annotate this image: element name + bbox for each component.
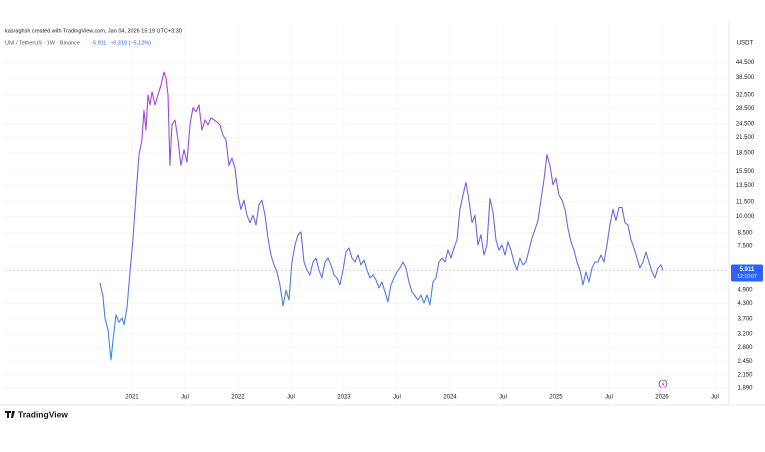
y-tick-label: 3.200 [737,331,753,337]
y-tick-label: 4.300 [737,301,753,307]
y-tick-label: 18.500 [736,151,755,157]
header-price: 5.911 [93,40,106,46]
symbol-legend: UNI / TetherUS · 1W · Binance [5,40,80,46]
attribution: kasraghsh created with TradingView.com, … [5,28,182,34]
axes: 44.500 38.500 32.500 28.500 24.500 21.500 18.5… [125,60,755,400]
event-icon-glyph [661,381,665,387]
y-tick-label: 24.500 [736,122,755,128]
x-tick-label: Jul [711,395,719,401]
y-tick-label: 38.500 [736,75,755,81]
y-tick-label: 2.800 [737,345,753,351]
y-tick-label: 4.900 [737,287,753,293]
x-tick-label: Jul [393,395,401,401]
y-tick-label: 2.450 [737,359,753,365]
y-tick-label: 3.700 [737,316,753,322]
x-tick-label: 2021 [125,395,139,401]
last-price-label: 5.911 [740,267,755,273]
y-tick-label: 2.150 [737,372,753,378]
y-tick-label: 28.500 [736,106,755,112]
countdown-label: 12:10:07 [737,274,757,280]
last-price-badge [731,264,763,282]
x-tick-label: 2026 [655,395,669,401]
currency-label: USDT [737,41,754,47]
y-tick-label: 15.500 [736,169,755,175]
x-tick-label: 2023 [337,395,351,401]
price-line [99,71,664,361]
y-tick-label: 8.500 [737,231,753,237]
y-tick-label: 44.500 [736,60,755,66]
y-tick-label: 13.500 [736,183,755,189]
y-tick-label: 11.500 [736,200,755,206]
brand-logo: TradingView [5,409,68,419]
brand-name: TradingView [18,409,68,419]
y-tick-label: 10.000 [736,214,755,220]
header-change: −0.319 (−5.12%) [110,40,151,46]
y-tick-label: 7.500 [737,244,753,250]
y-tick-label: 32.500 [736,93,755,99]
y-tick-label: 1.890 [737,386,753,392]
x-tick-label: 2022 [231,395,245,401]
x-tick-label: 2024 [443,395,457,401]
x-tick-label: Jul [605,395,613,401]
x-tick-label: 2025 [549,395,563,401]
x-tick-label: Jul [181,395,189,401]
y-tick-label: 21.500 [736,135,755,141]
x-tick-label: Jul [287,395,295,401]
brand-icon [5,411,15,418]
x-tick-label: Jul [499,395,507,401]
grid [5,22,728,405]
